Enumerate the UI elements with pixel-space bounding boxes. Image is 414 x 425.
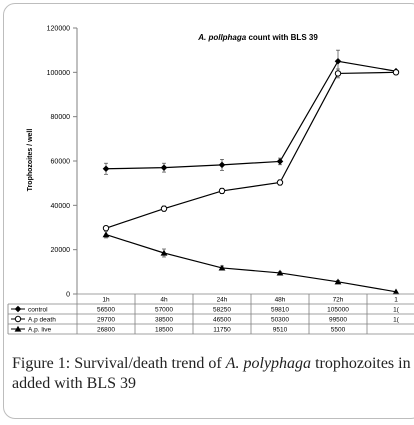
point-marker — [102, 231, 110, 238]
figure-frame — [3, 3, 414, 419]
y-tick-label: 100000 — [47, 70, 70, 77]
table-cell: 57000 — [155, 307, 173, 314]
x-category-label: 48h — [275, 297, 286, 304]
caption-text-end: trophozoites in — [311, 355, 411, 372]
x-category-label: 24h — [217, 297, 228, 304]
table-cell: 56500 — [97, 307, 115, 314]
y-axis-label: Trophozoites / well — [27, 129, 34, 192]
chart-title: A. pollphaga count with BLS 39 — [197, 33, 318, 42]
table-cell: 11750 — [213, 327, 231, 334]
caption-text: Survival/death trend of — [70, 355, 226, 372]
series-control — [102, 49, 400, 175]
y-tick-label: 0 — [66, 292, 70, 299]
table-cell: 58250 — [213, 307, 231, 314]
x-category-label: 1 — [394, 297, 398, 304]
table-cell: 59810 — [271, 307, 289, 314]
point-marker — [392, 69, 400, 76]
table-cell: 1( — [393, 317, 400, 324]
point-marker — [14, 325, 22, 332]
legend-label: A.p. live — [28, 327, 52, 334]
y-tick-label: 80000 — [51, 114, 71, 121]
table-cell: 18500 — [155, 327, 173, 334]
caption-line2: added with BLS 39 — [12, 375, 136, 392]
point-marker — [102, 165, 110, 173]
table-cell: 105000 — [327, 307, 349, 314]
table-cell: 38500 — [155, 317, 173, 324]
point-marker — [14, 315, 22, 323]
point-marker — [276, 179, 284, 186]
series-a-p-live — [102, 230, 400, 295]
table-cell: 1( — [393, 307, 400, 314]
point-marker — [218, 187, 226, 195]
point-marker — [276, 269, 284, 276]
y-tick-label: 20000 — [51, 247, 71, 254]
legend-label: control — [28, 307, 48, 314]
x-category-label: 1h — [102, 297, 110, 304]
point-marker — [334, 57, 342, 65]
point-marker — [276, 158, 284, 165]
series-line — [105, 60, 397, 170]
legend-label: A.p death — [28, 317, 56, 324]
table-cell: 9510 — [273, 327, 288, 334]
point-marker — [392, 288, 400, 295]
series-a-p-death — [102, 68, 400, 232]
table-cell: 29700 — [97, 317, 115, 324]
table-cell: 26800 — [97, 327, 115, 334]
point-marker — [218, 264, 226, 271]
x-category-label: 72h — [333, 297, 344, 304]
point-marker — [160, 249, 168, 256]
x-category-label: 4h — [160, 297, 168, 304]
series-line — [105, 234, 397, 293]
table-cell: 5500 — [331, 327, 346, 334]
table-cell: 99500 — [329, 317, 347, 324]
caption-label: Figure 1: — [12, 355, 71, 372]
figure-caption: Figure 1: Survival/death trend of A. pol… — [12, 354, 412, 394]
point-marker — [218, 161, 226, 169]
y-tick-label: 120000 — [47, 26, 70, 33]
point-marker — [102, 224, 110, 232]
series-line — [105, 71, 397, 229]
caption-species: A. polyphaga — [225, 355, 312, 372]
point-marker — [334, 70, 342, 77]
y-tick-label: 40000 — [51, 203, 71, 210]
point-marker — [160, 164, 168, 171]
point-marker — [14, 305, 22, 313]
y-tick-label: 60000 — [51, 159, 71, 166]
table-cell: 50300 — [271, 317, 289, 324]
point-marker — [160, 205, 168, 212]
point-marker — [334, 278, 342, 285]
table-cell: 46500 — [213, 317, 231, 324]
line-chart: 0 20000 40000 60000 80000 100000 120000 1h 4h 24… — [7, 26, 414, 335]
